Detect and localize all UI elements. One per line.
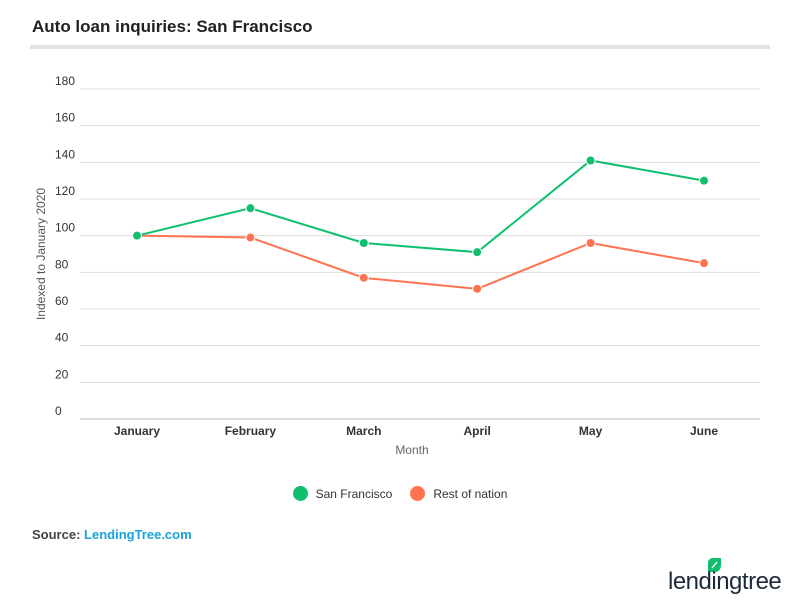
- data-point: [132, 230, 142, 241]
- series-line: [136, 159, 705, 254]
- y-tick-label: 160: [55, 111, 75, 125]
- legend-item-san-francisco: San Francisco: [292, 486, 393, 501]
- y-tick-label: 180: [55, 74, 75, 88]
- data-point: [699, 175, 709, 186]
- legend: San Francisco Rest of nation: [0, 486, 800, 501]
- y-tick-label: 100: [55, 221, 75, 235]
- x-tick-label: February: [225, 424, 277, 438]
- data-point: [245, 203, 256, 214]
- x-tick-label: January: [114, 424, 160, 438]
- x-axis-label: Month: [395, 443, 428, 457]
- logo-wordmark: lendingtree: [668, 568, 782, 595]
- data-point: [245, 232, 256, 243]
- page-title: Auto loan inquiries: San Francisco: [32, 17, 313, 36]
- x-tick-label: June: [690, 424, 718, 438]
- source-link[interactable]: LendingTree.com: [84, 527, 192, 542]
- data-point: [358, 272, 369, 283]
- data-point: [699, 258, 709, 269]
- y-tick-label: 140: [55, 147, 75, 161]
- lendingtree-logo: lendingtree: [668, 558, 782, 595]
- data-point: [358, 238, 369, 248]
- title-divider: [30, 45, 770, 49]
- data-point: [472, 247, 483, 258]
- x-tick-label: April: [464, 424, 491, 438]
- y-tick-label: 0: [55, 404, 62, 418]
- source-note: Source: LendingTree.com: [32, 527, 192, 542]
- y-tick-label: 40: [55, 331, 69, 345]
- x-tick-label: March: [346, 424, 381, 438]
- legend-label: Rest of nation: [433, 486, 508, 501]
- leaf-icon: [708, 558, 721, 572]
- source-label: Source:: [32, 527, 81, 542]
- y-tick-label: 80: [55, 257, 69, 271]
- data-point: [585, 238, 596, 248]
- series-line: [136, 234, 705, 290]
- data-point: [585, 155, 596, 166]
- y-tick-label: 120: [55, 184, 75, 198]
- line-chart: 0 20 40 60 80 100 120 140 160 180 January February M…: [34, 74, 760, 457]
- legend-label: San Francisco: [315, 486, 393, 501]
- y-tick-label: 20: [55, 367, 69, 381]
- x-tick-label: May: [579, 424, 603, 438]
- legend-marker: [292, 486, 308, 501]
- legend-item-rest-of-nation: Rest of nation: [410, 486, 507, 501]
- y-tick-label: 60: [55, 294, 69, 308]
- data-point: [472, 283, 483, 294]
- y-axis-label: Indexed to January 2020: [34, 188, 48, 320]
- legend-marker: [410, 486, 426, 501]
